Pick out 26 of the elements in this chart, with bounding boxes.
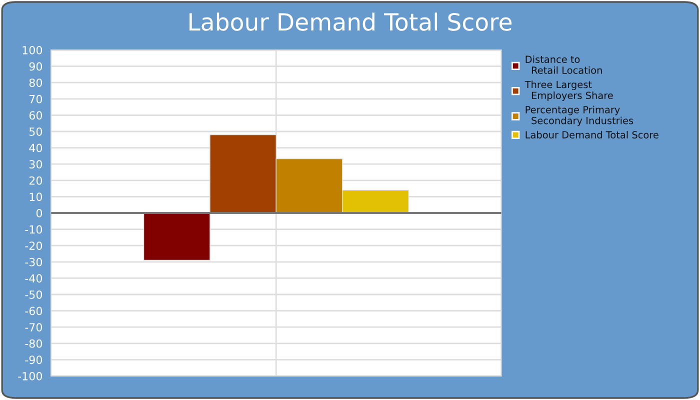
legend-label: Distance to Retail Location	[526, 55, 602, 74]
y-tick-label: 20	[29, 176, 42, 185]
y-tick-label: 40	[29, 144, 42, 152]
y-tick-label: 0	[36, 208, 42, 218]
legend-label: Labour Demand Total Score	[526, 130, 658, 138]
y-tick-label: -70	[25, 323, 42, 332]
y-tick-label: 70	[30, 94, 42, 104]
y-tick-label: 80	[29, 78, 42, 87]
legend-label: Three Largest Employers Share	[524, 80, 613, 101]
y-tick-label: 100	[22, 46, 42, 54]
y-tick-label: -60	[25, 306, 42, 316]
y-tick-label: -50	[25, 290, 42, 299]
y-tick-label: 50	[29, 127, 42, 136]
y-tick-label: 90	[29, 62, 42, 71]
y-tick-label: -30	[25, 258, 42, 266]
y-tick-label: 30	[29, 160, 42, 168]
y-tick-label: 10	[30, 192, 42, 202]
y-tick-label: -10	[25, 225, 42, 234]
legend-label: Percentage Primary Secondary Industries	[526, 106, 634, 126]
y-tick-label: -40	[25, 274, 42, 283]
y-tick-label: -20	[25, 242, 42, 250]
chart-title: Labour Demand Total Score	[190, 12, 512, 31]
y-tick-label: -90	[25, 356, 42, 364]
y-tick-label: -80	[25, 339, 42, 348]
y-tick-label: 60	[29, 111, 42, 120]
y-tick-label: -100	[18, 372, 42, 380]
